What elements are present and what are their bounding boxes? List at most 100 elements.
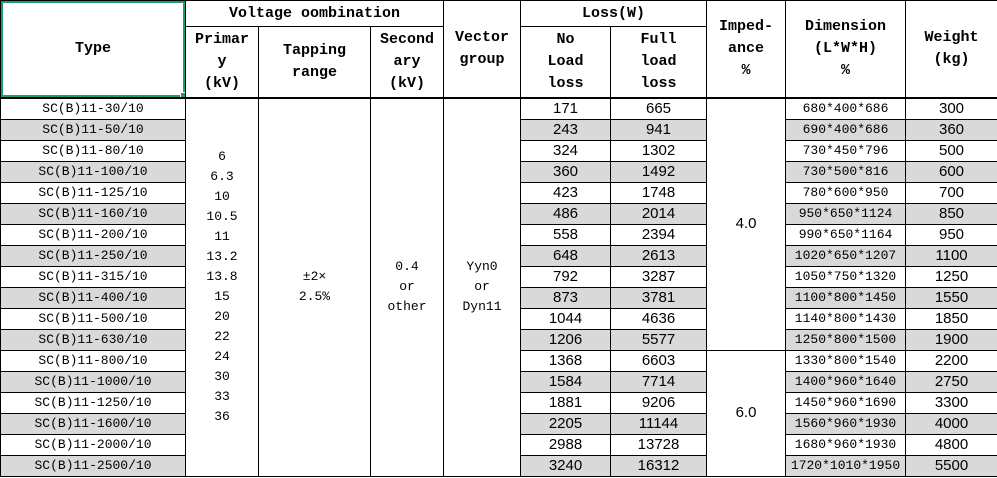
cell-dimension[interactable]: 1450*960*1690 [785,391,907,414]
header-primary[interactable]: Primar y (kV) [185,26,259,98]
cell-no-load-loss[interactable]: 486 [520,202,611,225]
cell-type[interactable]: SC(B)11-1600/10 [0,412,186,435]
cell-weight[interactable]: 1250 [905,265,997,288]
header-vector-group[interactable]: Vector group [443,0,521,98]
cell-dimension[interactable]: 1720*1010*1950 [785,454,907,477]
cell-dimension[interactable]: 1560*960*1930 [785,412,907,435]
cell-no-load-loss[interactable]: 360 [520,160,611,183]
cell-secondary-kv[interactable]: 0.4 or other [370,96,444,477]
cell-dimension[interactable]: 780*600*950 [785,181,907,204]
header-secondary[interactable]: Second ary (kV) [370,26,444,98]
cell-dimension[interactable]: 1400*960*1640 [785,370,907,393]
cell-vector-group[interactable]: Yyn0 or Dyn11 [443,96,521,477]
cell-weight[interactable]: 1900 [905,328,997,351]
cell-type[interactable]: SC(B)11-80/10 [0,139,186,162]
cell-type[interactable]: SC(B)11-500/10 [0,307,186,330]
cell-weight[interactable]: 4000 [905,412,997,435]
cell-weight[interactable]: 5500 [905,454,997,477]
cell-full-load-loss[interactable]: 16312 [609,454,708,477]
cell-no-load-loss[interactable]: 1368 [520,349,611,372]
cell-type[interactable]: SC(B)11-2000/10 [0,433,186,456]
header-full-load-loss[interactable]: Full load loss [609,26,708,98]
cell-weight[interactable]: 1850 [905,307,997,330]
cell-no-load-loss[interactable]: 2988 [520,433,611,456]
cell-no-load-loss[interactable]: 324 [520,139,611,162]
header-no-load-loss[interactable]: No Load loss [520,26,611,98]
cell-weight[interactable]: 4800 [905,433,997,456]
cell-full-load-loss[interactable]: 2394 [609,223,708,246]
selection-fill-handle[interactable] [180,91,185,97]
header-voltage-combination[interactable]: Voltage oombination [185,0,444,27]
cell-no-load-loss[interactable]: 1206 [520,328,611,351]
cell-weight[interactable]: 850 [905,202,997,225]
cell-dimension[interactable]: 1050*750*1320 [785,265,907,288]
cell-dimension[interactable]: 1100*800*1450 [785,286,907,309]
cell-no-load-loss[interactable]: 243 [520,118,611,141]
cell-no-load-loss[interactable]: 873 [520,286,611,309]
header-impedance[interactable]: Imped- ance % [706,0,787,98]
cell-weight[interactable]: 300 [905,96,997,120]
cell-type[interactable]: SC(B)11-200/10 [0,223,186,246]
cell-full-load-loss[interactable]: 2613 [609,244,708,267]
cell-no-load-loss[interactable]: 1584 [520,370,611,393]
cell-weight[interactable]: 600 [905,160,997,183]
cell-dimension[interactable]: 1140*800*1430 [785,307,907,330]
cell-type[interactable]: SC(B)11-1000/10 [0,370,186,393]
cell-full-load-loss[interactable]: 6603 [609,349,708,372]
cell-type[interactable]: SC(B)11-160/10 [0,202,186,225]
cell-full-load-loss[interactable]: 5577 [609,328,708,351]
cell-dimension[interactable]: 730*450*796 [785,139,907,162]
cell-type[interactable]: SC(B)11-30/10 [0,96,186,120]
cell-full-load-loss[interactable]: 1302 [609,139,708,162]
cell-weight[interactable]: 950 [905,223,997,246]
cell-weight[interactable]: 1100 [905,244,997,267]
cell-impedance-6[interactable]: 6.0 [706,349,787,477]
cell-no-load-loss[interactable]: 1881 [520,391,611,414]
cell-dimension[interactable]: 950*650*1124 [785,202,907,225]
cell-weight[interactable]: 2200 [905,349,997,372]
cell-type[interactable]: SC(B)11-800/10 [0,349,186,372]
cell-type[interactable]: SC(B)11-400/10 [0,286,186,309]
cell-full-load-loss[interactable]: 13728 [609,433,708,456]
cell-full-load-loss[interactable]: 665 [609,96,708,120]
cell-weight[interactable]: 2750 [905,370,997,393]
cell-dimension[interactable]: 1020*650*1207 [785,244,907,267]
cell-full-load-loss[interactable]: 941 [609,118,708,141]
cell-dimension[interactable]: 690*400*686 [785,118,907,141]
cell-type[interactable]: SC(B)11-630/10 [0,328,186,351]
cell-no-load-loss[interactable]: 1044 [520,307,611,330]
cell-full-load-loss[interactable]: 11144 [609,412,708,435]
cell-type[interactable]: SC(B)11-315/10 [0,265,186,288]
cell-full-load-loss[interactable]: 7714 [609,370,708,393]
cell-tapping-range[interactable]: ±2× 2.5% [258,96,371,477]
cell-weight[interactable]: 700 [905,181,997,204]
cell-weight[interactable]: 360 [905,118,997,141]
cell-dimension[interactable]: 730*500*816 [785,160,907,183]
cell-full-load-loss[interactable]: 9206 [609,391,708,414]
header-loss[interactable]: Loss(W) [519,0,708,27]
cell-impedance-4[interactable]: 4.0 [706,96,787,351]
header-weight[interactable]: Weight (kg) [905,0,997,98]
header-type[interactable]: Type [0,0,186,98]
cell-full-load-loss[interactable]: 1748 [609,181,708,204]
cell-type[interactable]: SC(B)11-1250/10 [0,391,186,414]
cell-dimension[interactable]: 680*400*686 [785,96,907,120]
cell-no-load-loss[interactable]: 558 [520,223,611,246]
cell-full-load-loss[interactable]: 3287 [609,265,708,288]
cell-primary-kv[interactable]: 6 6.3 10 10.5 11 13.2 13.8 15 20 22 24 3… [185,96,259,477]
cell-type[interactable]: SC(B)11-250/10 [0,244,186,267]
cell-weight[interactable]: 1550 [905,286,997,309]
cell-full-load-loss[interactable]: 2014 [609,202,708,225]
cell-no-load-loss[interactable]: 171 [520,96,611,120]
cell-weight[interactable]: 500 [905,139,997,162]
cell-no-load-loss[interactable]: 3240 [520,454,611,477]
cell-full-load-loss[interactable]: 4636 [609,307,708,330]
cell-dimension[interactable]: 1680*960*1930 [785,433,907,456]
cell-no-load-loss[interactable]: 792 [520,265,611,288]
cell-no-load-loss[interactable]: 648 [520,244,611,267]
cell-no-load-loss[interactable]: 423 [520,181,611,204]
cell-type[interactable]: SC(B)11-125/10 [0,181,186,204]
cell-type[interactable]: SC(B)11-100/10 [0,160,186,183]
cell-full-load-loss[interactable]: 1492 [609,160,708,183]
cell-weight[interactable]: 3300 [905,391,997,414]
